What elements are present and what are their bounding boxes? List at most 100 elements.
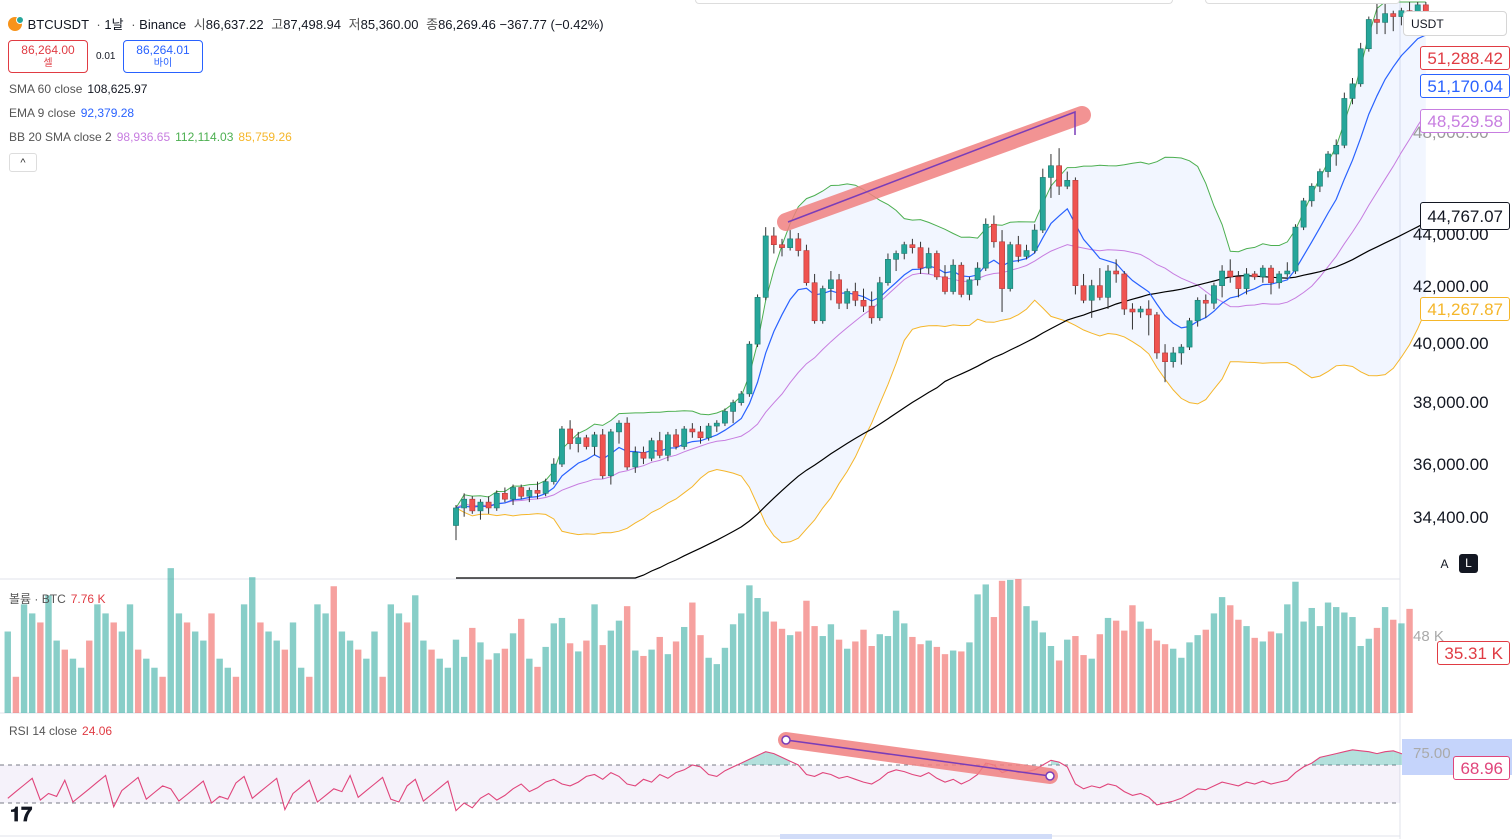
volume-bar [403, 622, 411, 713]
volume-bar [102, 613, 109, 713]
bb-fill-area [456, 2, 1426, 543]
candle [1202, 294, 1209, 318]
volume-histogram [4, 568, 1413, 713]
candle-body [559, 428, 565, 465]
rsi-line [7, 749, 1427, 812]
sell-button[interactable]: 86,264.00 셀 [8, 40, 88, 73]
candle-body [990, 223, 997, 243]
top-toolbar-edge [695, 0, 1173, 4]
volume-bar [1186, 642, 1193, 713]
candle [1300, 197, 1307, 231]
candle [730, 399, 736, 424]
volume-bar [436, 658, 443, 713]
volume-bar [265, 631, 272, 713]
volume-bar [306, 676, 313, 713]
candle-body [575, 437, 582, 444]
volume-bar [1145, 628, 1152, 713]
volume-bar [599, 645, 606, 713]
rsi-legend[interactable]: RSI 14 close 24.06 [9, 724, 112, 738]
candle-body [1137, 308, 1144, 313]
rsi-trendline-highlight[interactable] [778, 732, 1058, 784]
volume-bar [835, 639, 843, 713]
candle [1113, 259, 1120, 283]
candle-body [1284, 270, 1291, 275]
volume-bar [1308, 607, 1315, 713]
bollinger-band-fill [456, 2, 1426, 543]
candle [966, 276, 973, 301]
rsi-overbought-fill [773, 753, 782, 765]
volume-legend[interactable]: 볼륨 · BTC 7.76 K [9, 590, 105, 607]
ema-legend[interactable]: EMA 9 close 92,379.28 [9, 106, 134, 120]
bb-legend[interactable]: BB 20 SMA close 2 98,936.65 112,114.03 85,7… [9, 130, 292, 144]
auto-scale-button[interactable]: A [1440, 557, 1449, 571]
volume-bar [1015, 579, 1022, 713]
volume-bar [1153, 640, 1161, 713]
candle-body [1121, 273, 1128, 310]
candle-body [599, 434, 606, 477]
candle-body [664, 434, 671, 456]
tradingview-logo-icon[interactable]: 𝟏𝟕 [10, 802, 33, 826]
volume-bar [1064, 639, 1071, 713]
volume-bar [697, 635, 704, 713]
candle [1072, 177, 1079, 295]
volume-bar [1243, 626, 1250, 713]
volume-bar [86, 640, 93, 713]
close-value: 86,269.46 [438, 17, 496, 32]
open-value: 86,637.22 [205, 17, 264, 32]
candle [493, 490, 500, 511]
volume-bar [1390, 619, 1397, 713]
ema-9-line [455, 34, 1427, 509]
volume-bar [257, 622, 264, 713]
rsi-overbought-fill [1344, 749, 1353, 765]
volume-bar [12, 676, 20, 713]
buy-button[interactable]: 86,264.01 바이 [123, 40, 203, 73]
candle-body [583, 437, 590, 447]
axis-label-40000: 40,000.00 [1413, 334, 1489, 353]
collapse-legend-button[interactable]: ^ [9, 153, 37, 172]
top-toolbar-edge-right [1205, 0, 1400, 4]
currency-selector[interactable]: USDT [1403, 11, 1507, 36]
candle-body [1080, 285, 1087, 301]
price-trendline-highlight[interactable] [777, 106, 1091, 231]
rsi-overbought-fill [1352, 749, 1361, 765]
candle-body [770, 235, 777, 246]
sma-legend[interactable]: SMA 60 close 108,625.97 [9, 82, 147, 96]
rsi-price-tag: 68.96 [1453, 756, 1510, 780]
symbol-header[interactable]: BTCUSDT · 1날 · Binance 시86,637.22 고87,49… [8, 14, 604, 33]
candle [1162, 344, 1168, 383]
log-scale-button[interactable]: L [1459, 554, 1478, 573]
candle [510, 484, 516, 506]
rsi-overbought-fill [1368, 751, 1377, 765]
candle-body [779, 244, 785, 248]
candle [1023, 244, 1030, 260]
volume-bar [754, 598, 761, 713]
candle [1145, 300, 1152, 336]
candle [1374, 2, 1380, 35]
volume-bar [1341, 612, 1348, 713]
volume-bar [20, 604, 28, 713]
candle [624, 417, 631, 470]
volume-bar [1161, 644, 1169, 713]
volume-bar [485, 659, 492, 713]
volume-bar [118, 631, 126, 713]
candle [860, 288, 867, 312]
candle [876, 276, 883, 321]
rsi-overbought-fill [749, 755, 758, 765]
candle-body [1349, 83, 1356, 99]
volume-bar [632, 650, 639, 713]
candle-body [567, 428, 573, 444]
volume-bar [1112, 620, 1120, 713]
sell-label: 셀 [43, 58, 53, 69]
candle-body [640, 452, 647, 459]
candle-body [534, 490, 541, 494]
volume-bar [1194, 635, 1201, 713]
volume-bar [77, 667, 85, 713]
volume-bar [61, 649, 68, 713]
candle [819, 285, 826, 324]
volume-bar [1007, 579, 1014, 713]
volume-bar [1202, 629, 1209, 713]
candle-body [1365, 19, 1372, 50]
close-label: 종 [426, 17, 439, 32]
candle [942, 265, 948, 295]
